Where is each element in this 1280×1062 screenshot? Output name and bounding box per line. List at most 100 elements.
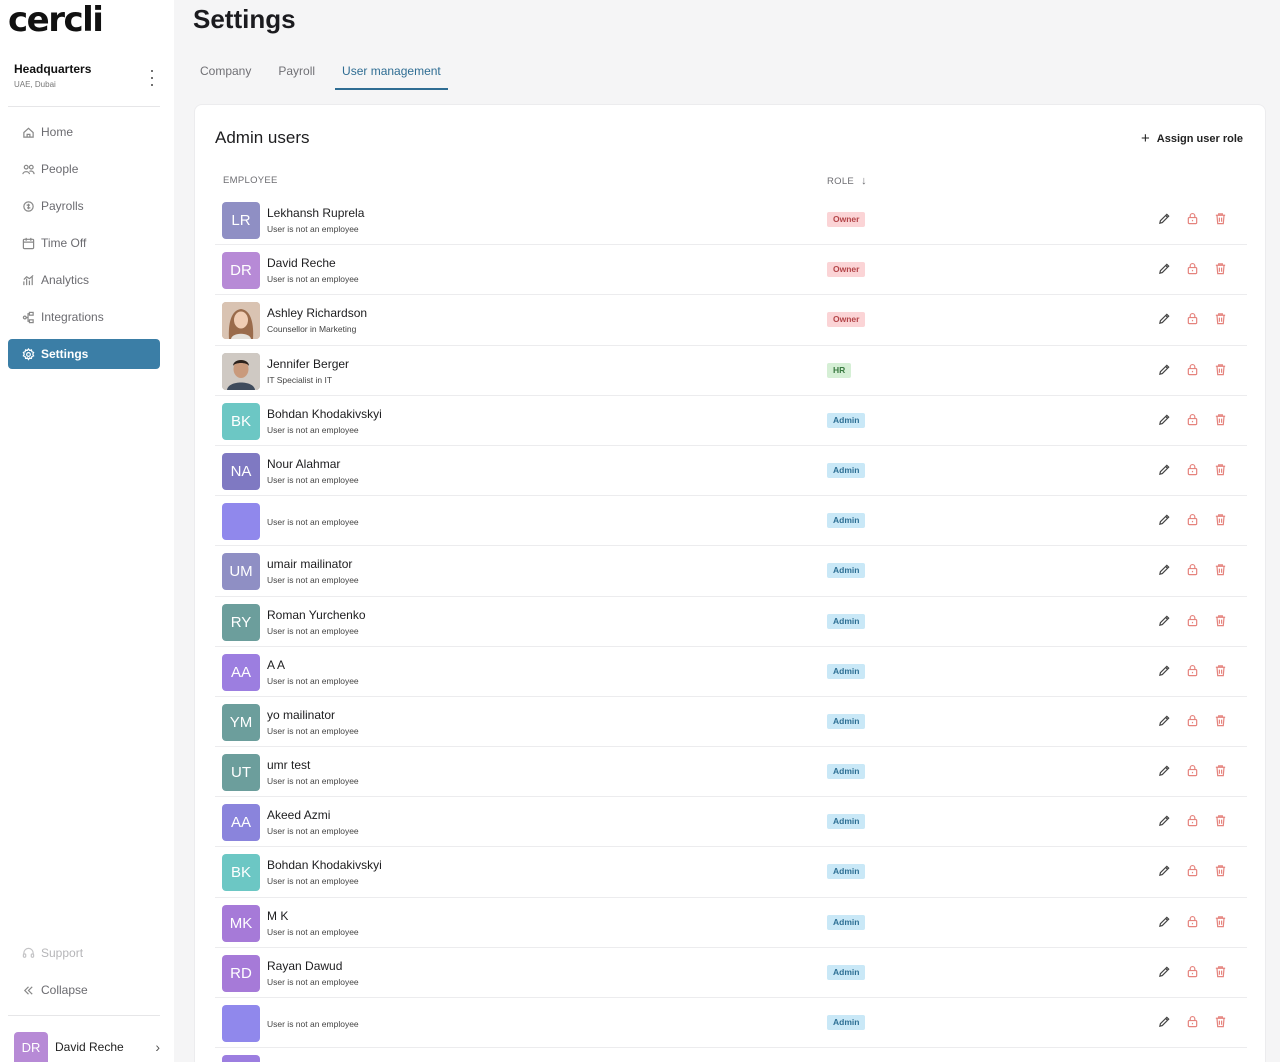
table-row[interactable]: AA Akeed Azmi User is not an employee Admin — [215, 797, 1247, 848]
tab-payroll[interactable]: Payroll — [278, 64, 316, 78]
nav-item-people[interactable]: People — [8, 154, 160, 184]
trash-icon[interactable] — [1214, 664, 1227, 677]
trash-icon[interactable] — [1214, 965, 1227, 978]
trash-icon[interactable] — [1214, 413, 1227, 426]
user-name: Bohdan Khodakivskyi — [267, 406, 382, 421]
pencil-icon[interactable] — [1158, 915, 1171, 928]
column-header-role[interactable]: ROLE ↓ — [827, 175, 867, 187]
pencil-icon[interactable] — [1158, 814, 1171, 827]
user-subtitle: User is not an employee — [267, 1019, 359, 1029]
table-row[interactable]: RY Roman Yurchenko User is not an employee… — [215, 597, 1247, 647]
role-header-label: ROLE — [827, 175, 855, 187]
lock-icon[interactable] — [1186, 363, 1199, 376]
lock-icon[interactable] — [1186, 764, 1199, 777]
current-user-menu[interactable]: DR David Reche › — [14, 1032, 160, 1062]
pencil-icon[interactable] — [1158, 864, 1171, 877]
lock-icon[interactable] — [1186, 614, 1199, 627]
trash-icon[interactable] — [1214, 915, 1227, 928]
trash-icon[interactable] — [1214, 463, 1227, 476]
row-actions — [1143, 1015, 1227, 1028]
trash-icon[interactable] — [1214, 513, 1227, 526]
pencil-icon[interactable] — [1158, 463, 1171, 476]
table-row[interactable]: YM yo mailinator User is not an employee Ad… — [215, 697, 1247, 748]
trash-icon[interactable] — [1214, 1015, 1227, 1028]
tab-company[interactable]: Company — [200, 64, 252, 78]
assign-user-role-button[interactable]: + Assign user role — [1141, 130, 1243, 147]
lock-icon[interactable] — [1186, 1015, 1199, 1028]
lock-icon[interactable] — [1186, 563, 1199, 576]
lock-icon[interactable] — [1186, 262, 1199, 275]
trash-icon[interactable] — [1214, 614, 1227, 627]
table-row[interactable]: RD Rayan Dawud User is not an employee Admi… — [215, 948, 1247, 998]
lock-icon[interactable] — [1186, 814, 1199, 827]
table-row[interactable]: User is not an employee Admin — [215, 998, 1247, 1049]
pencil-icon[interactable] — [1158, 1015, 1171, 1028]
table-row[interactable]: Ashley Richardson Counsellor in Marketing… — [215, 295, 1247, 346]
trash-icon[interactable] — [1214, 212, 1227, 225]
nav-item-home[interactable]: Home — [8, 117, 160, 147]
cercli-logo[interactable]: cercli — [8, 0, 104, 40]
pencil-icon[interactable] — [1158, 714, 1171, 727]
lock-icon[interactable] — [1186, 212, 1199, 225]
nav-label: Settings — [41, 347, 89, 361]
pencil-icon[interactable] — [1158, 262, 1171, 275]
pencil-icon[interactable] — [1158, 764, 1171, 777]
table-row[interactable]: MK M K User is not an employee Admin — [215, 898, 1247, 948]
user-name: umr test — [267, 758, 311, 773]
user-name: yo mailinator — [267, 707, 336, 722]
trash-icon[interactable] — [1214, 262, 1227, 275]
table-row[interactable]: AA A A User is not an employee Admin — [215, 647, 1247, 697]
pencil-icon[interactable] — [1158, 312, 1171, 325]
trash-icon[interactable] — [1214, 864, 1227, 877]
trash-icon[interactable] — [1214, 814, 1227, 827]
table-row[interactable]: UM umair mailinator User is not an employe… — [215, 546, 1247, 597]
pencil-icon[interactable] — [1158, 614, 1171, 627]
org-switcher[interactable]: Headquarters UAE, Dubai — [14, 62, 164, 89]
avatar: DR — [14, 1032, 48, 1062]
nav-item-analytics[interactable]: Analytics — [8, 265, 160, 295]
nav-item-settings[interactable]: Settings — [8, 339, 160, 369]
table-row[interactable]: UT umr test User is not an employee Admin — [215, 747, 1247, 798]
lock-icon[interactable] — [1186, 965, 1199, 978]
table-row[interactable]: BK Bohdan Khodakivskyi User is not an empl… — [215, 847, 1247, 898]
lock-icon[interactable] — [1186, 513, 1199, 526]
trash-icon[interactable] — [1214, 714, 1227, 727]
nav-item-time-off[interactable]: Time Off — [8, 228, 160, 258]
table-row[interactable]: User is not an employee Admin — [215, 496, 1247, 547]
role-badge: Owner — [827, 212, 866, 227]
kebab-menu-icon[interactable] — [148, 70, 156, 86]
table-row[interactable]: BK Bohdan Khodakivskyi User is not an empl… — [215, 396, 1247, 446]
pencil-icon[interactable] — [1158, 563, 1171, 576]
table-row[interactable]: LR Lekhansh Ruprela User is not an employe… — [215, 195, 1247, 246]
nav-item-collapse[interactable]: Collapse — [8, 975, 160, 1005]
nav-label: Collapse — [41, 983, 88, 997]
pencil-icon[interactable] — [1158, 965, 1171, 978]
table-row[interactable] — [215, 1048, 1247, 1062]
trash-icon[interactable] — [1214, 312, 1227, 325]
tab-user-management[interactable]: User management — [335, 58, 448, 90]
trash-icon[interactable] — [1214, 764, 1227, 777]
lock-icon[interactable] — [1186, 312, 1199, 325]
trash-icon[interactable] — [1214, 563, 1227, 576]
role-badge: Admin — [827, 412, 866, 428]
avatar — [222, 302, 260, 340]
pencil-icon[interactable] — [1158, 363, 1171, 376]
lock-icon[interactable] — [1186, 664, 1199, 677]
trash-icon[interactable] — [1214, 363, 1227, 376]
lock-icon[interactable] — [1186, 864, 1199, 877]
pencil-icon[interactable] — [1158, 664, 1171, 677]
lock-icon[interactable] — [1186, 915, 1199, 928]
avatar: RD — [222, 954, 260, 992]
lock-icon[interactable] — [1186, 714, 1199, 727]
lock-icon[interactable] — [1186, 413, 1199, 426]
pencil-icon[interactable] — [1158, 513, 1171, 526]
nav-item-support[interactable]: Support — [8, 938, 160, 968]
table-row[interactable]: NA Nour Alahmar User is not an employee Adm… — [215, 446, 1247, 497]
lock-icon[interactable] — [1186, 463, 1199, 476]
pencil-icon[interactable] — [1158, 413, 1171, 426]
nav-item-payrolls[interactable]: Payrolls — [8, 191, 160, 221]
pencil-icon[interactable] — [1158, 212, 1171, 225]
nav-item-integrations[interactable]: Integrations — [8, 302, 160, 332]
table-row[interactable]: DR David Reche User is not an employee Owne… — [215, 245, 1247, 296]
table-row[interactable]: Jennifer Berger IT Specialist in IT HR — [215, 346, 1247, 396]
